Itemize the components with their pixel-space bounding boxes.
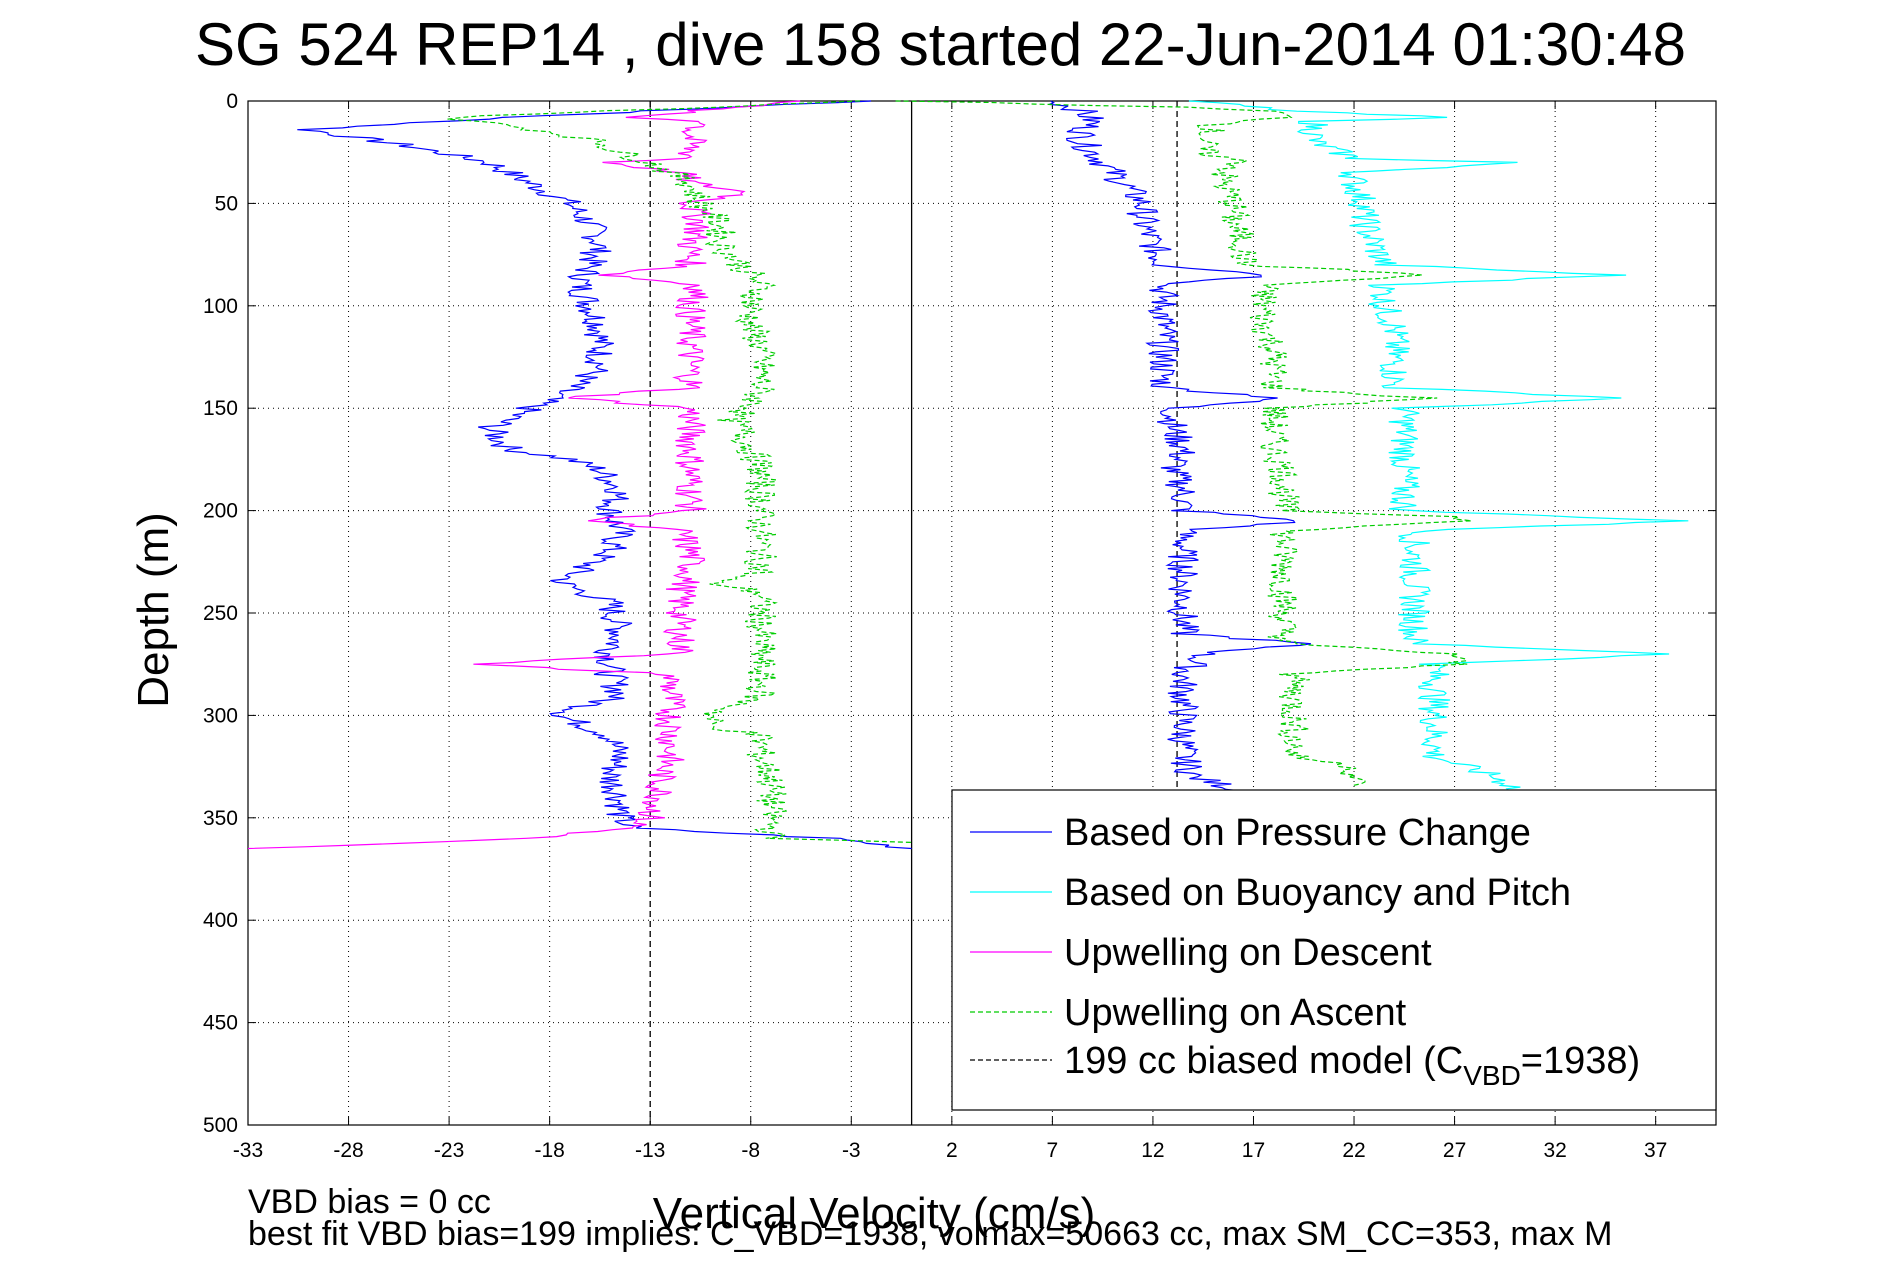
chart-title: SG 524 REP14 , dive 158 started 22-Jun-2… bbox=[195, 11, 1686, 78]
series-group bbox=[247, 100, 1689, 850]
x-tick-label: 32 bbox=[1543, 1139, 1566, 1162]
series-line-upwelling-on-ascent bbox=[895, 100, 1472, 788]
legend: Based on Pressure Change Based on Buoyanc… bbox=[951, 789, 1717, 1111]
series-line-upwelling-on-ascent bbox=[447, 100, 912, 843]
y-tick-labels: 0 50 100 150 200 250 300 350 400 450 500 bbox=[203, 90, 238, 1137]
grid bbox=[247, 100, 1716, 1126]
y-tick-label: 150 bbox=[203, 397, 238, 420]
plot-frame bbox=[247, 100, 1717, 1126]
x-tick-labels: -33 -28 -23 -18 -13 -8 -3 2 7 12 17 22 27 32 37 bbox=[233, 1139, 1668, 1162]
x-axis-title: Vertical Velocity (cm/s) bbox=[653, 1189, 1096, 1238]
y-tick-label: 300 bbox=[203, 704, 238, 727]
legend-label: Upwelling on Descent bbox=[1064, 932, 1432, 974]
x-tick-label: -23 bbox=[434, 1139, 464, 1162]
series-line-based-on-pressure-change bbox=[297, 100, 912, 850]
series-line-based-on-pressure-change bbox=[1049, 100, 1311, 809]
footer-line-2: best fit VBD bias=199 implies: C_VBD=193… bbox=[248, 1215, 1612, 1253]
x-tick-label: -3 bbox=[842, 1139, 861, 1162]
x-tick-label: -13 bbox=[635, 1139, 665, 1162]
x-tick-label: 27 bbox=[1443, 1139, 1466, 1162]
x-tick-label: 22 bbox=[1342, 1139, 1365, 1162]
x-tick-label: 37 bbox=[1644, 1139, 1667, 1162]
x-tick-label: 17 bbox=[1242, 1139, 1265, 1162]
y-tick-label: 0 bbox=[226, 90, 238, 113]
legend-box bbox=[951, 789, 1717, 1111]
x-tick-label: -33 bbox=[233, 1139, 263, 1162]
x-tick-label: 12 bbox=[1141, 1139, 1164, 1162]
axes bbox=[247, 100, 1717, 1126]
legend-label: Based on Pressure Change bbox=[1064, 812, 1531, 854]
x-tick-label: -18 bbox=[534, 1139, 564, 1162]
y-tick-label: 250 bbox=[203, 602, 238, 625]
footer-line-1: VBD bias = 0 cc bbox=[248, 1183, 491, 1221]
y-tick-label: 400 bbox=[203, 909, 238, 932]
y-tick-label: 450 bbox=[203, 1012, 238, 1035]
y-tick-label: 350 bbox=[203, 807, 238, 830]
series-line-based-on-buoyancy-and-pitch bbox=[1188, 100, 1689, 798]
y-tick-label: 50 bbox=[215, 192, 238, 215]
y-tick-label: 100 bbox=[203, 295, 238, 318]
y-tick-label: 200 bbox=[203, 500, 238, 523]
x-tick-label: 2 bbox=[946, 1139, 958, 1162]
y-tick-label: 500 bbox=[203, 1114, 238, 1137]
legend-label: Based on Buoyancy and Pitch bbox=[1064, 872, 1571, 914]
x-tick-label: -28 bbox=[333, 1139, 363, 1162]
legend-label: Upwelling on Ascent bbox=[1064, 992, 1407, 1034]
y-axis-title: Depth (m) bbox=[129, 512, 178, 708]
x-tick-label: 7 bbox=[1047, 1139, 1059, 1162]
x-tick-label: -8 bbox=[741, 1139, 760, 1162]
series-line-upwelling-on-descent bbox=[247, 100, 801, 850]
